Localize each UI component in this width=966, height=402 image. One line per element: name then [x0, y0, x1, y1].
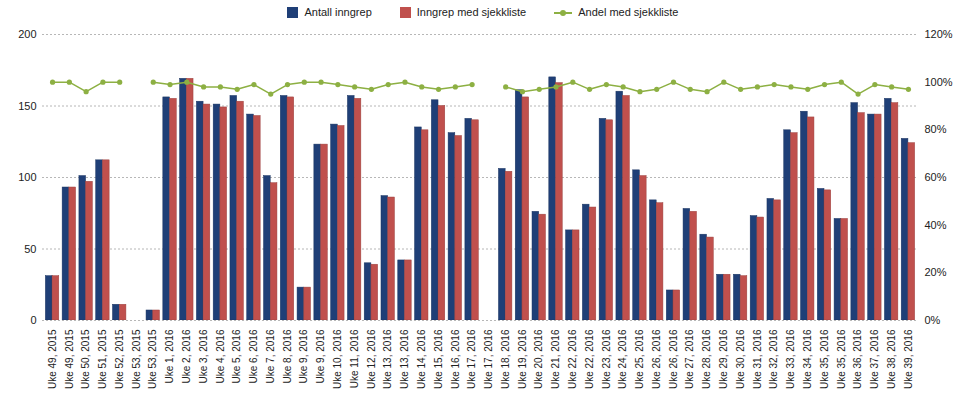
svg-text:Uke 50, 2015: Uke 50, 2015 [80, 329, 91, 389]
svg-text:Uke 26, 2016: Uke 26, 2016 [651, 329, 662, 389]
svg-text:Uke 36, 2016: Uke 36, 2016 [852, 329, 863, 389]
svg-text:0: 0 [30, 314, 36, 326]
svg-text:50: 50 [24, 243, 36, 255]
svg-text:Uke 15, 2016: Uke 15, 2016 [433, 329, 444, 389]
svg-text:Uke 35, 2016: Uke 35, 2016 [836, 329, 847, 389]
svg-text:Uke 49, 2015: Uke 49, 2015 [64, 329, 75, 389]
html-text:Andel med sjekkliste: Andel med sjekkliste [578, 6, 679, 18]
svg-text:Uke 17, 2016: Uke 17, 2016 [483, 329, 494, 389]
svg-text:Uke 34, 2016: Uke 34, 2016 [802, 329, 813, 389]
svg-text:Uke 53, 2015: Uke 53, 2015 [131, 329, 142, 389]
svg-text:Uke 19, 2016: Uke 19, 2016 [517, 329, 528, 389]
svg-text:Uke 38, 2016: Uke 38, 2016 [886, 329, 897, 389]
svg-text:Uke 24, 2016: Uke 24, 2016 [617, 329, 628, 389]
svg-text:Uke 32, 2016: Uke 32, 2016 [768, 329, 779, 389]
svg-text:Uke 6, 2016: Uke 6, 2016 [248, 329, 259, 383]
svg-text:Uke 21, 2016: Uke 21, 2016 [550, 329, 561, 389]
svg-text:Uke 23, 2016: Uke 23, 2016 [601, 329, 612, 389]
svg-text:Uke 22, 2016: Uke 22, 2016 [567, 329, 578, 389]
svg-text:Uke 28, 2016: Uke 28, 2016 [701, 329, 712, 389]
svg-text:100: 100 [18, 171, 36, 183]
svg-text:Uke 30, 2016: Uke 30, 2016 [735, 329, 746, 389]
svg-text:Uke 17, 2016: Uke 17, 2016 [466, 329, 477, 389]
svg-text:Uke 27, 2016: Uke 27, 2016 [684, 329, 695, 389]
html-text:Antall inngrep: Antall inngrep [304, 6, 372, 18]
svg-text:150: 150 [18, 100, 36, 112]
svg-text:120%: 120% [925, 28, 953, 40]
svg-text:Uke 7, 2016: Uke 7, 2016 [265, 329, 276, 383]
svg-text:Uke 9, 2016: Uke 9, 2016 [315, 329, 326, 383]
svg-text:Uke 8, 2016: Uke 8, 2016 [282, 329, 293, 383]
svg-text:Uke 39, 2016: Uke 39, 2016 [903, 329, 914, 389]
svg-text:Uke 53, 2015: Uke 53, 2015 [147, 329, 158, 389]
svg-text:Uke 29, 2016: Uke 29, 2016 [718, 329, 729, 389]
svg-text:Uke 52, 2015: Uke 52, 2015 [114, 329, 125, 389]
svg-text:Uke 13, 2016: Uke 13, 2016 [382, 329, 393, 389]
svg-text:Uke 3, 2016: Uke 3, 2016 [198, 329, 209, 383]
svg-text:Uke 16, 2016: Uke 16, 2016 [450, 329, 461, 389]
svg-text:Uke 26, 2016: Uke 26, 2016 [668, 329, 679, 389]
svg-text:Uke 2, 2016: Uke 2, 2016 [181, 329, 192, 383]
svg-text:Uke 18, 2016: Uke 18, 2016 [500, 329, 511, 389]
svg-text:Uke 13, 2016: Uke 13, 2016 [399, 329, 410, 389]
svg-text:Uke 12, 2016: Uke 12, 2016 [366, 329, 377, 389]
svg-text:Uke 31, 2016: Uke 31, 2016 [752, 329, 763, 389]
svg-text:Uke 5, 2016: Uke 5, 2016 [231, 329, 242, 383]
svg-text:200: 200 [18, 28, 36, 40]
svg-text:Uke 33, 2016: Uke 33, 2016 [785, 329, 796, 389]
svg-text:Uke 9, 2016: Uke 9, 2016 [298, 329, 309, 383]
svg-text:0%: 0% [925, 314, 941, 326]
svg-text:Uke 49, 2015: Uke 49, 2015 [47, 329, 58, 389]
svg-text:Uke 4, 2016: Uke 4, 2016 [215, 329, 226, 383]
svg-text:Uke 10, 2016: Uke 10, 2016 [332, 329, 343, 389]
svg-text:Uke 11, 2016: Uke 11, 2016 [349, 329, 360, 388]
svg-text:Uke 51, 2015: Uke 51, 2015 [97, 329, 108, 389]
svg-text:40%: 40% [925, 219, 947, 231]
svg-text:20%: 20% [925, 266, 947, 278]
svg-text:Uke 1, 2016: Uke 1, 2016 [164, 329, 175, 383]
svg-text:Uke 22, 2016: Uke 22, 2016 [584, 329, 595, 389]
svg-text:Uke 35, 2016: Uke 35, 2016 [819, 329, 830, 389]
svg-text:Uke 25, 2016: Uke 25, 2016 [634, 329, 645, 389]
svg-text:60%: 60% [925, 171, 947, 183]
svg-text:Uke 14, 2016: Uke 14, 2016 [416, 329, 427, 389]
html-text:Inngrep med sjekkliste: Inngrep med sjekkliste [416, 6, 527, 18]
svg-text:100%: 100% [925, 76, 953, 88]
svg-text:Uke 20, 2016: Uke 20, 2016 [533, 329, 544, 389]
svg-text:Uke 37, 2016: Uke 37, 2016 [869, 329, 880, 389]
svg-text:80%: 80% [925, 123, 947, 135]
